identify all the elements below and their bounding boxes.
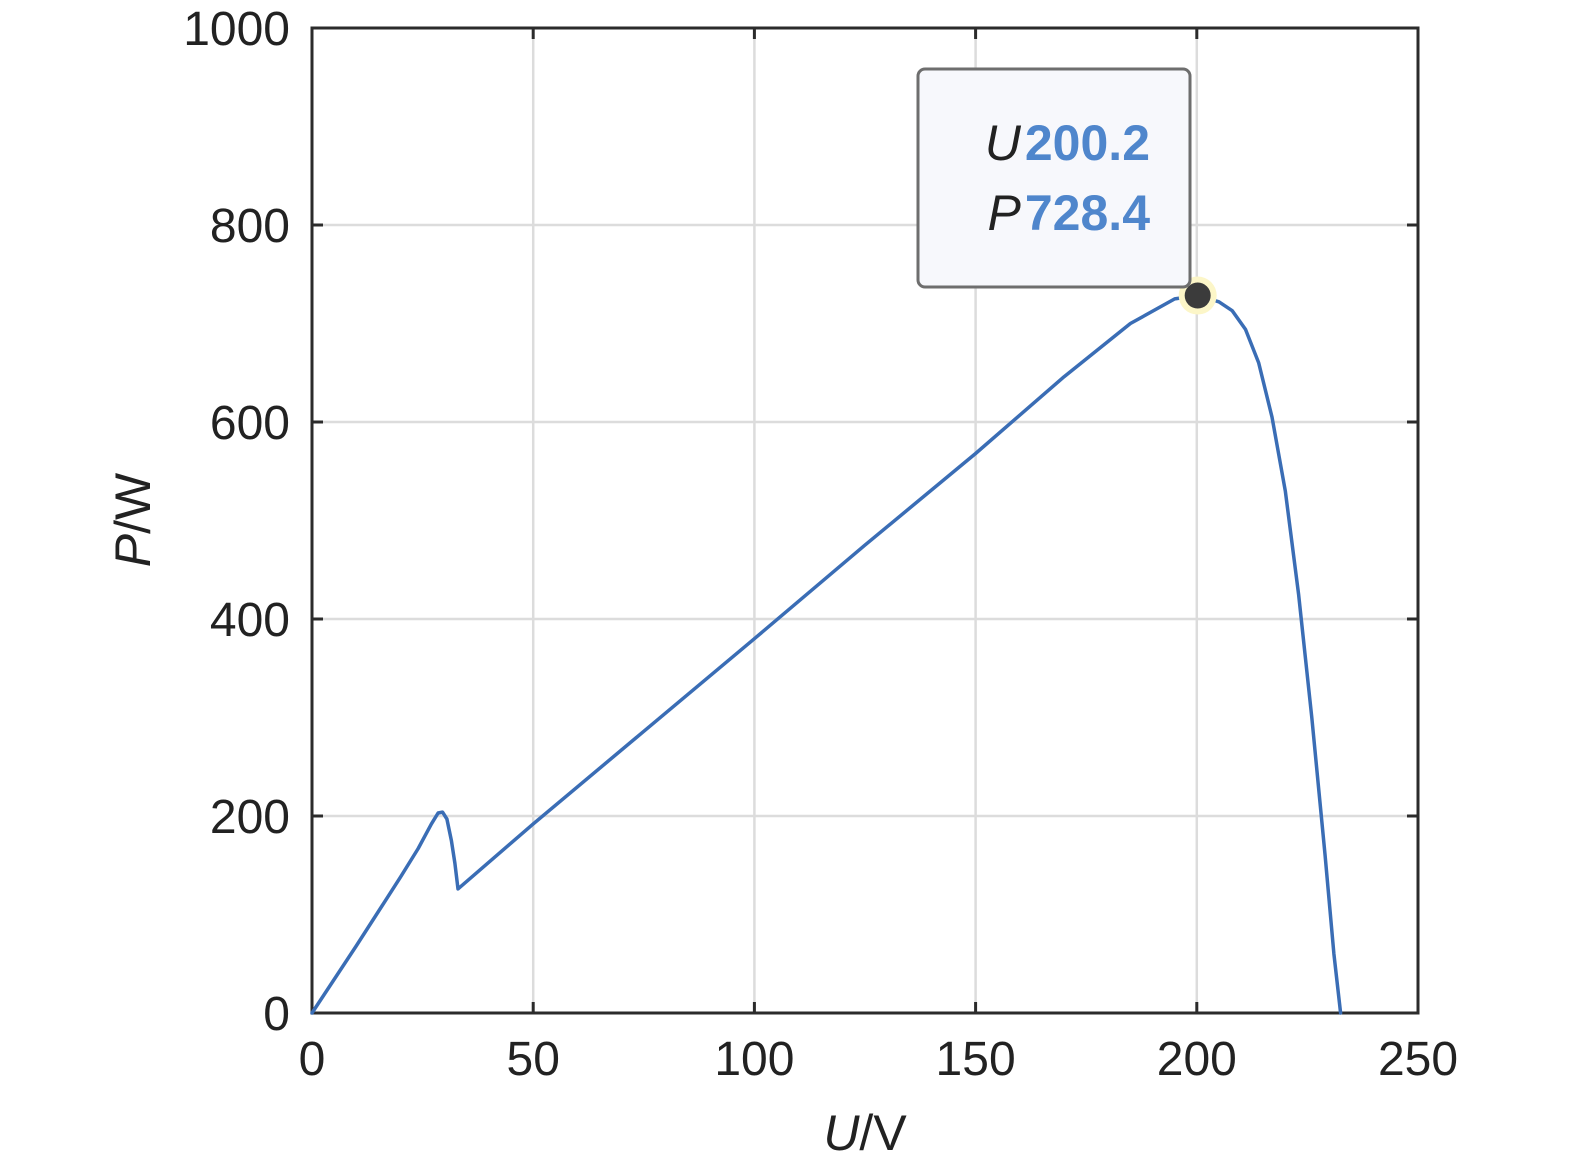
datatip-x-value: 200.2 — [1025, 115, 1150, 171]
plot-area-frame — [310, 26, 1420, 1015]
y-tick-label: 800 — [210, 200, 290, 253]
x-axis-unit: /V — [859, 1105, 907, 1161]
x-axis-label: U/V — [823, 1105, 907, 1161]
datatip[interactable]: U 200.2 P 728.4 — [916, 67, 1217, 315]
datatip-y-name: P — [988, 185, 1022, 241]
y-tick-label: 400 — [210, 594, 290, 647]
series-line — [310, 293, 1343, 1015]
series-group — [310, 293, 1343, 1015]
y-axis-unit: /W — [105, 472, 161, 534]
y-tick-label: 0 — [263, 988, 290, 1041]
datatip-x-name: U — [985, 115, 1022, 171]
x-axis-variable: U — [823, 1105, 860, 1161]
y-axis-variable: P — [105, 533, 161, 567]
axis-ticks — [310, 26, 1420, 1015]
datatip-box — [916, 67, 1192, 289]
y-tick-labels: 0 200 400 600 800 1000 — [183, 3, 290, 1041]
y-tick-label: 600 — [210, 397, 290, 450]
x-tick-label: 150 — [936, 1033, 1016, 1086]
datatip-marker[interactable] — [1184, 282, 1211, 309]
datatip-y-value: 728.4 — [1025, 185, 1150, 241]
x-tick-labels: 0 50 100 150 200 250 — [299, 1033, 1458, 1086]
x-tick-label: 50 — [507, 1033, 560, 1086]
datatip-y-row: P 728.4 — [988, 185, 1151, 241]
x-tick-label: 100 — [714, 1033, 794, 1086]
y-tick-label: 200 — [210, 791, 290, 844]
grid-lines — [312, 28, 1418, 1013]
x-tick-label: 200 — [1157, 1033, 1237, 1086]
datatip-x-row: U 200.2 — [985, 115, 1150, 171]
y-axis-label: P/W — [105, 472, 161, 567]
x-tick-label: 0 — [299, 1033, 326, 1086]
x-tick-label: 250 — [1378, 1033, 1458, 1086]
y-tick-label: 1000 — [183, 3, 290, 56]
